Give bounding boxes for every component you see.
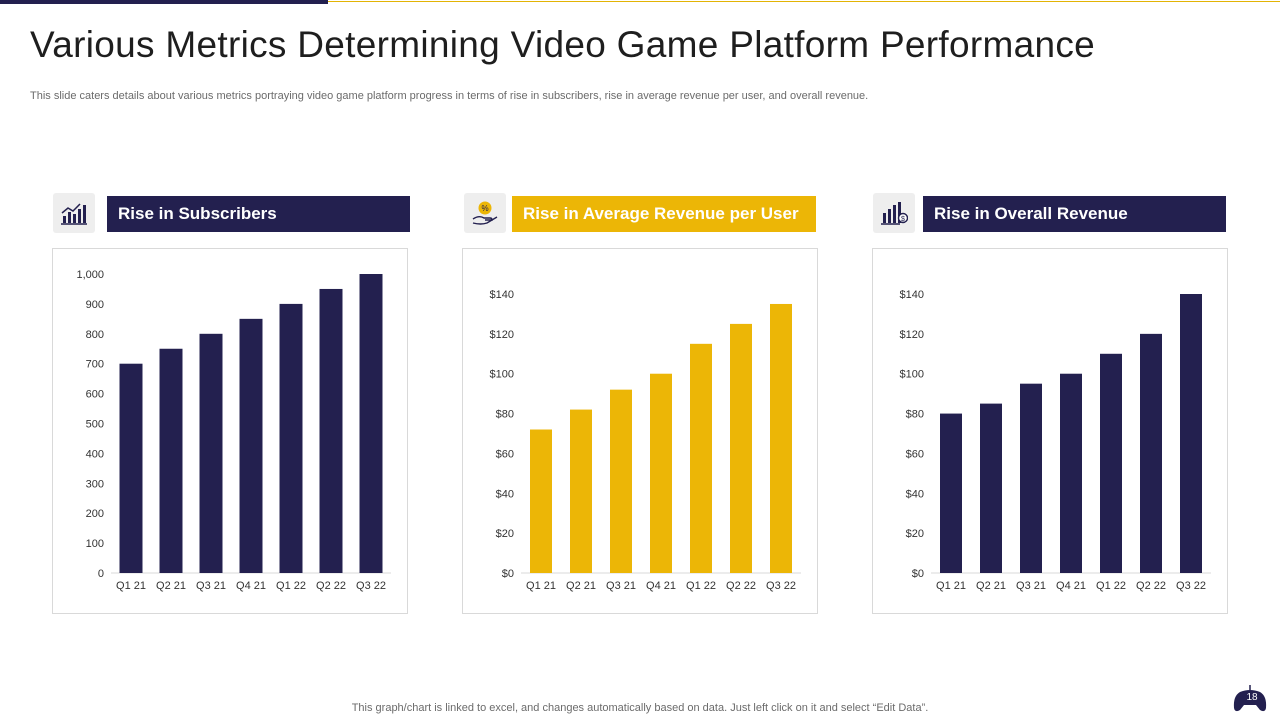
bar-q2-21[interactable] — [159, 348, 183, 573]
revenue-hand-icon: % — [464, 193, 506, 233]
revenue-chart[interactable]: $0 $20 $40 $60 $80 $100 $120 $140 Q1 21 Q2 21 Q3 2… — [872, 248, 1228, 614]
y-tick-label: $120 — [900, 329, 924, 341]
y-tick-label: $80 — [906, 409, 924, 421]
top-accent-bar — [0, 0, 328, 4]
page-number: 18 — [1246, 692, 1258, 703]
gamepad-icon — [1233, 685, 1267, 712]
y-tick-label: 100 — [86, 538, 104, 550]
x-tick-label: Q4 21 — [1056, 580, 1086, 592]
x-tick-label: Q3 21 — [1016, 580, 1046, 592]
y-tick-label: $0 — [912, 568, 924, 580]
slide-subtitle: This slide caters details about various … — [30, 90, 869, 102]
y-tick-label: $20 — [496, 528, 514, 540]
growth-chart-icon — [53, 193, 95, 233]
slide-title: Various Metrics Determining Video Game P… — [30, 24, 1096, 65]
arpu-header: Rise in Average Revenue per User — [512, 196, 816, 232]
y-tick-label: 0 — [98, 568, 104, 580]
bar-q1-22[interactable] — [690, 343, 712, 573]
y-tick-label: $120 — [490, 329, 514, 341]
bar-q3-22[interactable] — [770, 303, 792, 573]
y-tick-label: $100 — [490, 369, 514, 381]
page-number-badge: 18 — [1232, 684, 1268, 714]
y-tick-label: 900 — [86, 299, 104, 311]
bar-q1-22[interactable] — [1100, 353, 1122, 573]
y-tick-label: 400 — [86, 448, 104, 460]
y-tick-label: 200 — [86, 508, 104, 520]
bar-q4-21[interactable] — [1060, 373, 1082, 573]
x-tick-label: Q3 22 — [766, 580, 796, 592]
x-tick-label: Q1 22 — [276, 580, 306, 592]
y-tick-label: $20 — [906, 528, 924, 540]
bar-q3-21[interactable] — [199, 333, 223, 573]
x-tick-label: Q1 21 — [116, 580, 146, 592]
x-tick-label: Q2 21 — [566, 580, 596, 592]
bar-q1-21[interactable] — [940, 413, 962, 573]
y-tick-label: 600 — [86, 389, 104, 401]
x-tick-label: Q2 21 — [976, 580, 1006, 592]
x-tick-label: Q1 21 — [936, 580, 966, 592]
revenue-chart-svg: $0 $20 $40 $60 $80 $100 $120 $140 Q1 21 Q2 21 Q3 2… — [900, 289, 1211, 592]
arpu-chart-svg: $0 $20 $40 $60 $80 $100 $120 $140 Q1 21 Q2 21 Q3 2… — [490, 289, 801, 592]
subscribers-chart[interactable]: 0 100 200 300 400 500 600 700 800 900 1,000 Q1 21 Q2… — [52, 248, 408, 614]
svg-text:%: % — [481, 204, 488, 213]
bar-q3-22[interactable] — [1180, 294, 1202, 573]
y-tick-label: $60 — [496, 448, 514, 460]
subscribers-chart-svg: 0 100 200 300 400 500 600 700 800 900 1,000 Q1 21 Q2… — [76, 269, 391, 592]
x-tick-label: Q2 22 — [316, 580, 346, 592]
x-tick-label: Q3 21 — [606, 580, 636, 592]
y-tick-label: $40 — [906, 488, 924, 500]
y-tick-label: $40 — [496, 488, 514, 500]
bar-q2-22[interactable] — [319, 288, 343, 573]
y-tick-label: $140 — [490, 289, 514, 301]
y-tick-label: $80 — [496, 409, 514, 421]
y-tick-label: $60 — [906, 448, 924, 460]
bar-q2-21[interactable] — [980, 403, 1002, 573]
y-tick-label: 700 — [86, 359, 104, 371]
y-tick-label: 500 — [86, 419, 104, 431]
bar-q1-21[interactable] — [119, 363, 143, 573]
y-tick-label: 800 — [86, 329, 104, 341]
subscribers-header: Rise in Subscribers — [107, 196, 410, 232]
revenue-header: Rise in Overall Revenue — [923, 196, 1226, 232]
x-tick-label: Q3 22 — [356, 580, 386, 592]
x-tick-label: Q3 22 — [1176, 580, 1206, 592]
x-tick-label: Q2 22 — [1136, 580, 1166, 592]
bar-q1-22[interactable] — [279, 303, 303, 573]
y-tick-label: $140 — [900, 289, 924, 301]
x-tick-label: Q3 21 — [196, 580, 226, 592]
y-tick-label: 300 — [86, 478, 104, 490]
x-tick-label: Q1 22 — [686, 580, 716, 592]
bar-q3-21[interactable] — [610, 389, 632, 573]
svg-text:$: $ — [901, 216, 905, 223]
y-tick-label: $100 — [900, 369, 924, 381]
footer-note: This graph/chart is linked to excel, and… — [351, 702, 929, 714]
bar-q2-21[interactable] — [570, 409, 592, 573]
y-tick-label: $0 — [502, 568, 514, 580]
bar-q4-21[interactable] — [650, 373, 672, 573]
revenue-bars-icon: $ — [873, 193, 915, 233]
x-tick-label: Q4 21 — [646, 580, 676, 592]
y-tick-label: 1,000 — [76, 269, 104, 281]
x-tick-label: Q4 21 — [236, 580, 266, 592]
arpu-chart[interactable]: $0 $20 $40 $60 $80 $100 $120 $140 Q1 21 Q2 21 Q3 2… — [462, 248, 818, 614]
bar-q3-22[interactable] — [359, 274, 383, 573]
x-tick-label: Q1 22 — [1096, 580, 1126, 592]
bar-q1-21[interactable] — [530, 429, 552, 573]
x-tick-label: Q2 22 — [726, 580, 756, 592]
top-accent-line — [328, 1, 1280, 2]
bar-q2-22[interactable] — [730, 323, 752, 573]
x-tick-label: Q2 21 — [156, 580, 186, 592]
bar-q2-22[interactable] — [1140, 333, 1162, 573]
x-tick-label: Q1 21 — [526, 580, 556, 592]
bar-q3-21[interactable] — [1020, 383, 1042, 573]
bar-q4-21[interactable] — [239, 318, 263, 573]
